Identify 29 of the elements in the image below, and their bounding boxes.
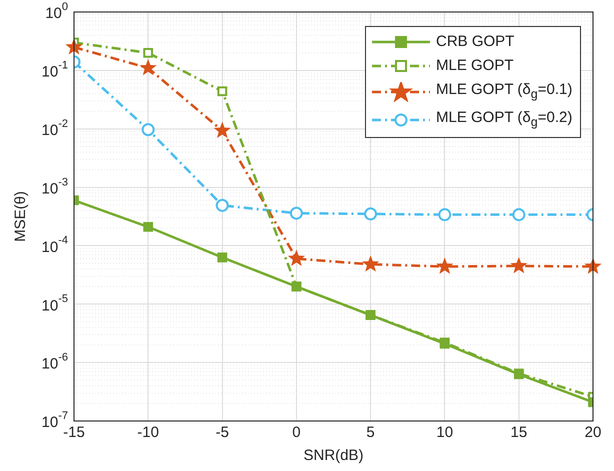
point <box>143 222 154 232</box>
y-axis-title: MSE(θ) <box>12 191 30 242</box>
x-tick-label: 5 <box>366 424 375 442</box>
point <box>290 206 303 220</box>
point <box>288 250 305 266</box>
point <box>510 256 528 274</box>
point <box>436 258 454 274</box>
point <box>438 208 452 222</box>
legend-label: CRB GOPT <box>436 32 514 52</box>
point <box>142 123 155 136</box>
point <box>362 255 380 272</box>
x-tick-label: 10 <box>436 424 454 442</box>
point <box>584 258 602 274</box>
legend-label: MLE GOPT <box>436 56 514 76</box>
x-tick-label: 15 <box>510 424 528 442</box>
x-tick-label: -5 <box>216 424 229 442</box>
x-tick-label: -15 <box>63 424 85 442</box>
x-tick-label: 0 <box>292 424 301 442</box>
point <box>216 198 229 212</box>
legend-label: MLE GOPT (δ$_{g}$=0.1) <box>436 80 572 103</box>
point <box>217 252 228 262</box>
x-tick-label: -10 <box>137 424 159 442</box>
point <box>364 207 378 220</box>
point <box>214 122 231 138</box>
point <box>140 59 157 76</box>
point <box>512 208 526 222</box>
x-axis-title: SNR(dB) <box>303 447 364 464</box>
x-tick-label: 20 <box>584 424 602 442</box>
legend-label: MLE GOPT (δ$_{g}$=0.2) <box>436 108 572 131</box>
